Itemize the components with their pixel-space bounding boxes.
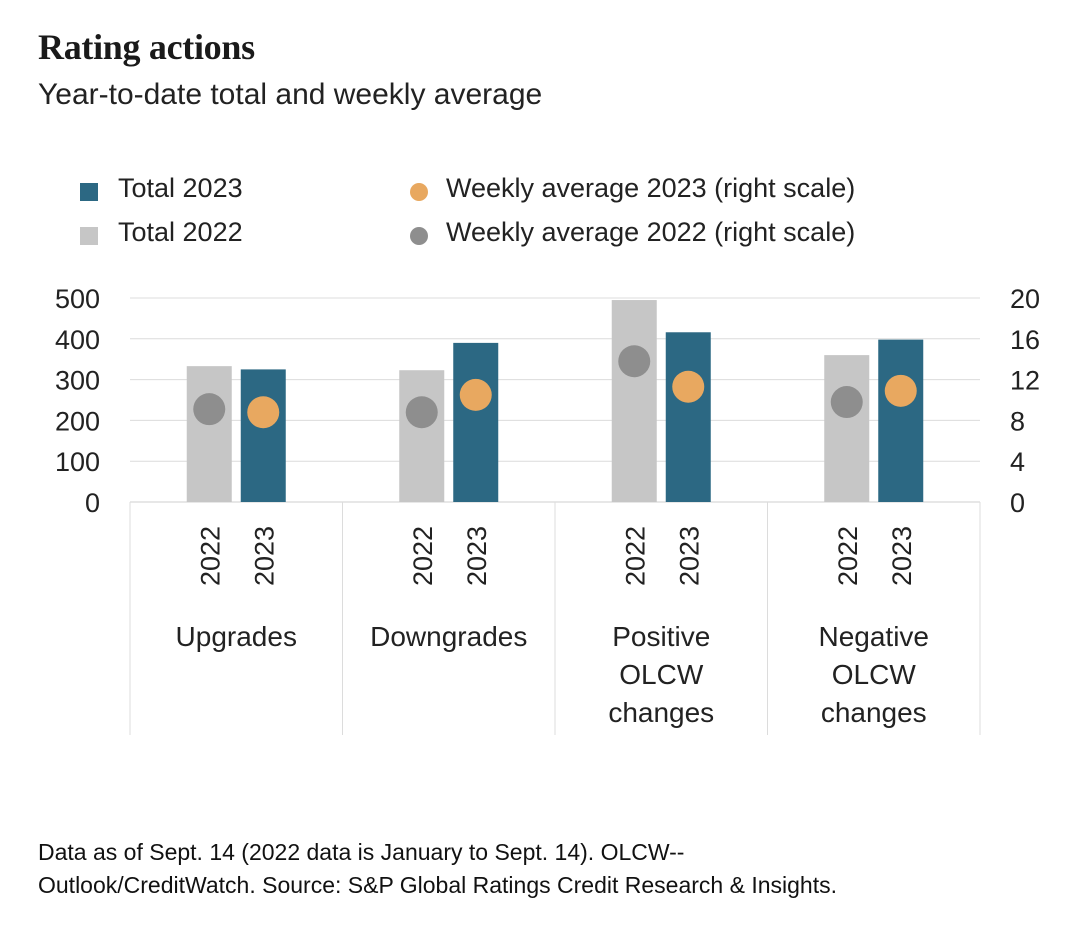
y-right-tick-label: 20 [1010,284,1040,314]
x-sub-tick-label: 2022 [195,526,225,586]
y-right-tick-label: 16 [1010,325,1040,355]
legend-dot-weekly-2023 [410,183,428,201]
x-category-label: OLCW [619,659,704,690]
footnote-line-2: Outlook/CreditWatch. Source: S&P Global … [38,872,837,898]
y-left-tick-label: 300 [55,366,100,396]
x-sub-tick-label: 2022 [833,526,863,586]
x-sub-tick-label: 2022 [408,526,438,586]
dot-weekly-2022 [618,345,651,378]
y-right-tick-label: 12 [1010,366,1040,396]
y-left-tick-label: 200 [55,406,100,436]
x-category-label: changes [821,697,927,728]
x-sub-tick-label: 2023 [887,526,917,586]
dot-weekly-2022 [193,393,226,426]
x-category-label: OLCW [832,659,917,690]
legend-label-total-2022: Total 2022 [118,217,243,247]
footnote: Data as of Sept. 14 (2022 data is Januar… [38,836,1048,902]
bar-total-2023 [240,369,286,502]
chart-subtitle: Year-to-date total and weekly average [38,78,543,111]
y-left-tick-label: 500 [55,284,100,314]
dot-weekly-2022 [830,386,863,419]
x-category-label: changes [608,697,714,728]
legend-label-weekly-2023: Weekly average 2023 (right scale) [446,173,856,203]
dot-weekly-2023 [672,370,705,403]
y-left-tick-label: 0 [85,488,100,518]
chart-title: Rating actions [38,27,255,67]
dot-weekly-2022 [405,396,438,429]
legend-swatch-total-2023 [80,183,98,201]
legend-label-weekly-2022: Weekly average 2022 (right scale) [446,217,856,247]
x-category-label: Downgrades [370,621,527,652]
bar-total-2022 [611,300,657,502]
y-right-tick-label: 0 [1010,488,1025,518]
dot-weekly-2023 [884,374,917,407]
y-left-tick-label: 400 [55,325,100,355]
x-sub-tick-label: 2023 [674,526,704,586]
legend-swatch-total-2022 [80,227,98,245]
dot-weekly-2023 [459,378,492,411]
dot-weekly-2023 [247,396,280,429]
bar-total-2023 [665,332,711,502]
x-sub-tick-label: 2023 [462,526,492,586]
y-right-tick-label: 4 [1010,447,1025,477]
legend-dot-weekly-2022 [410,227,428,245]
bar-total-2023 [453,342,499,502]
bar-total-2023 [878,339,924,502]
bar-total-2022 [824,355,870,502]
y-left-tick-label: 100 [55,447,100,477]
bar-total-2022 [186,366,232,502]
x-sub-tick-label: 2022 [620,526,650,586]
legend-label-total-2023: Total 2023 [118,173,243,203]
y-right-tick-label: 8 [1010,406,1025,436]
x-category-label: Positive [612,621,710,652]
x-category-label: Upgrades [176,621,297,652]
x-category-label: Negative [818,621,929,652]
footnote-line-1: Data as of Sept. 14 (2022 data is Januar… [38,839,685,865]
bar-total-2022 [399,370,445,502]
x-sub-tick-label: 2023 [249,526,279,586]
